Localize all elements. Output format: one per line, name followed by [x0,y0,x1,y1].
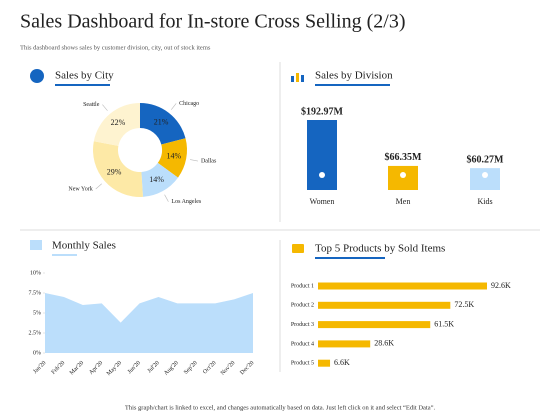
value-label: 28.6K [374,339,394,348]
value-label: 6.6K [334,358,350,367]
bar [318,359,331,367]
x-tick-label: Nov'20 [220,360,237,377]
gift-icon [292,244,304,253]
donut-slice [92,141,143,197]
y-tick-label: 5% [33,310,41,316]
city-label: Dallas [201,158,217,164]
title-underline [315,84,390,86]
donut-slice [93,103,140,146]
panel-title: Sales by City [55,70,114,82]
bar [307,120,337,190]
x-tick-label: May'20 [106,360,123,377]
title-underline [315,257,385,259]
leader-line [102,104,108,111]
person-icon [482,172,488,178]
x-tick-label: Oct'20 [202,360,217,375]
bar [318,282,487,290]
y-tick-label: Product 1 [291,283,314,289]
x-tick-label: Apr'20 [88,360,104,376]
calendar-icon [30,240,42,250]
footer-note: This graph/chart is linked to excel, and… [125,404,436,411]
y-tick-label: 10% [30,270,41,276]
y-tick-label: Product 4 [291,341,314,347]
person-icon [400,172,406,178]
value-label: 72.5K [454,300,474,309]
y-tick-label: Product 2 [291,303,314,309]
bar [318,340,371,348]
city-label: Chicago [179,101,199,107]
city-label: Seattle [83,102,100,108]
x-tick-label: Sep'20 [183,360,199,376]
slice-label: 29% [107,168,122,177]
globe-icon [30,69,44,83]
y-tick-label: 7.5% [29,290,42,296]
title-underline [55,84,110,86]
x-tick-label: Jun'20 [127,360,142,375]
city-label: Los Angeles [171,199,201,205]
panel-title: Top 5 Products by Sold Items [315,243,445,255]
x-tick-label: Dec'20 [239,360,255,376]
bar [318,321,431,329]
value-label: 92.6K [491,281,511,290]
x-tick-label: Men [396,197,411,206]
y-tick-label: Product 5 [291,361,314,367]
y-tick-label: 0% [33,350,41,356]
page-title: Sales Dashboard for In-store Cross Selli… [20,11,406,33]
value-label: $66.35M [385,152,423,163]
x-tick-label: Jul'20 [147,360,161,374]
slice-label: 14% [149,175,164,184]
donut-slice [157,138,187,178]
y-tick-label: Product 3 [291,322,314,328]
title-underline [52,254,77,256]
leader-line [164,194,169,202]
leader-line [95,183,102,190]
panel-title: Monthly Sales [52,240,116,252]
leader-line [171,103,177,110]
bar [318,301,451,309]
leader-line [190,159,199,162]
donut-slice [140,103,186,145]
donut-slice [141,162,179,197]
slice-label: 14% [167,151,182,160]
x-tick-label: Women [310,197,335,206]
x-tick-label: Aug'20 [163,360,180,377]
x-tick-label: Feb'20 [51,360,67,376]
x-tick-label: Jan'20 [32,360,47,375]
area [45,293,253,353]
page-subtitle: This dashboard shows sales by customer d… [20,44,211,51]
slice-label: 21% [154,118,169,127]
division-icon [291,73,304,82]
slice-label: 22% [111,118,126,127]
value-label: $60.27M [467,154,505,165]
x-tick-label: Mar'20 [69,360,85,376]
x-tick-label: Kids [477,197,492,206]
city-label: New York [68,186,92,192]
person-icon [319,172,325,178]
panel-title: Sales by Division [315,70,393,82]
bar [470,168,500,190]
value-label: 61.5K [434,319,454,328]
y-tick-label: 2.5% [29,330,42,336]
value-label: $192.97M [301,106,344,117]
